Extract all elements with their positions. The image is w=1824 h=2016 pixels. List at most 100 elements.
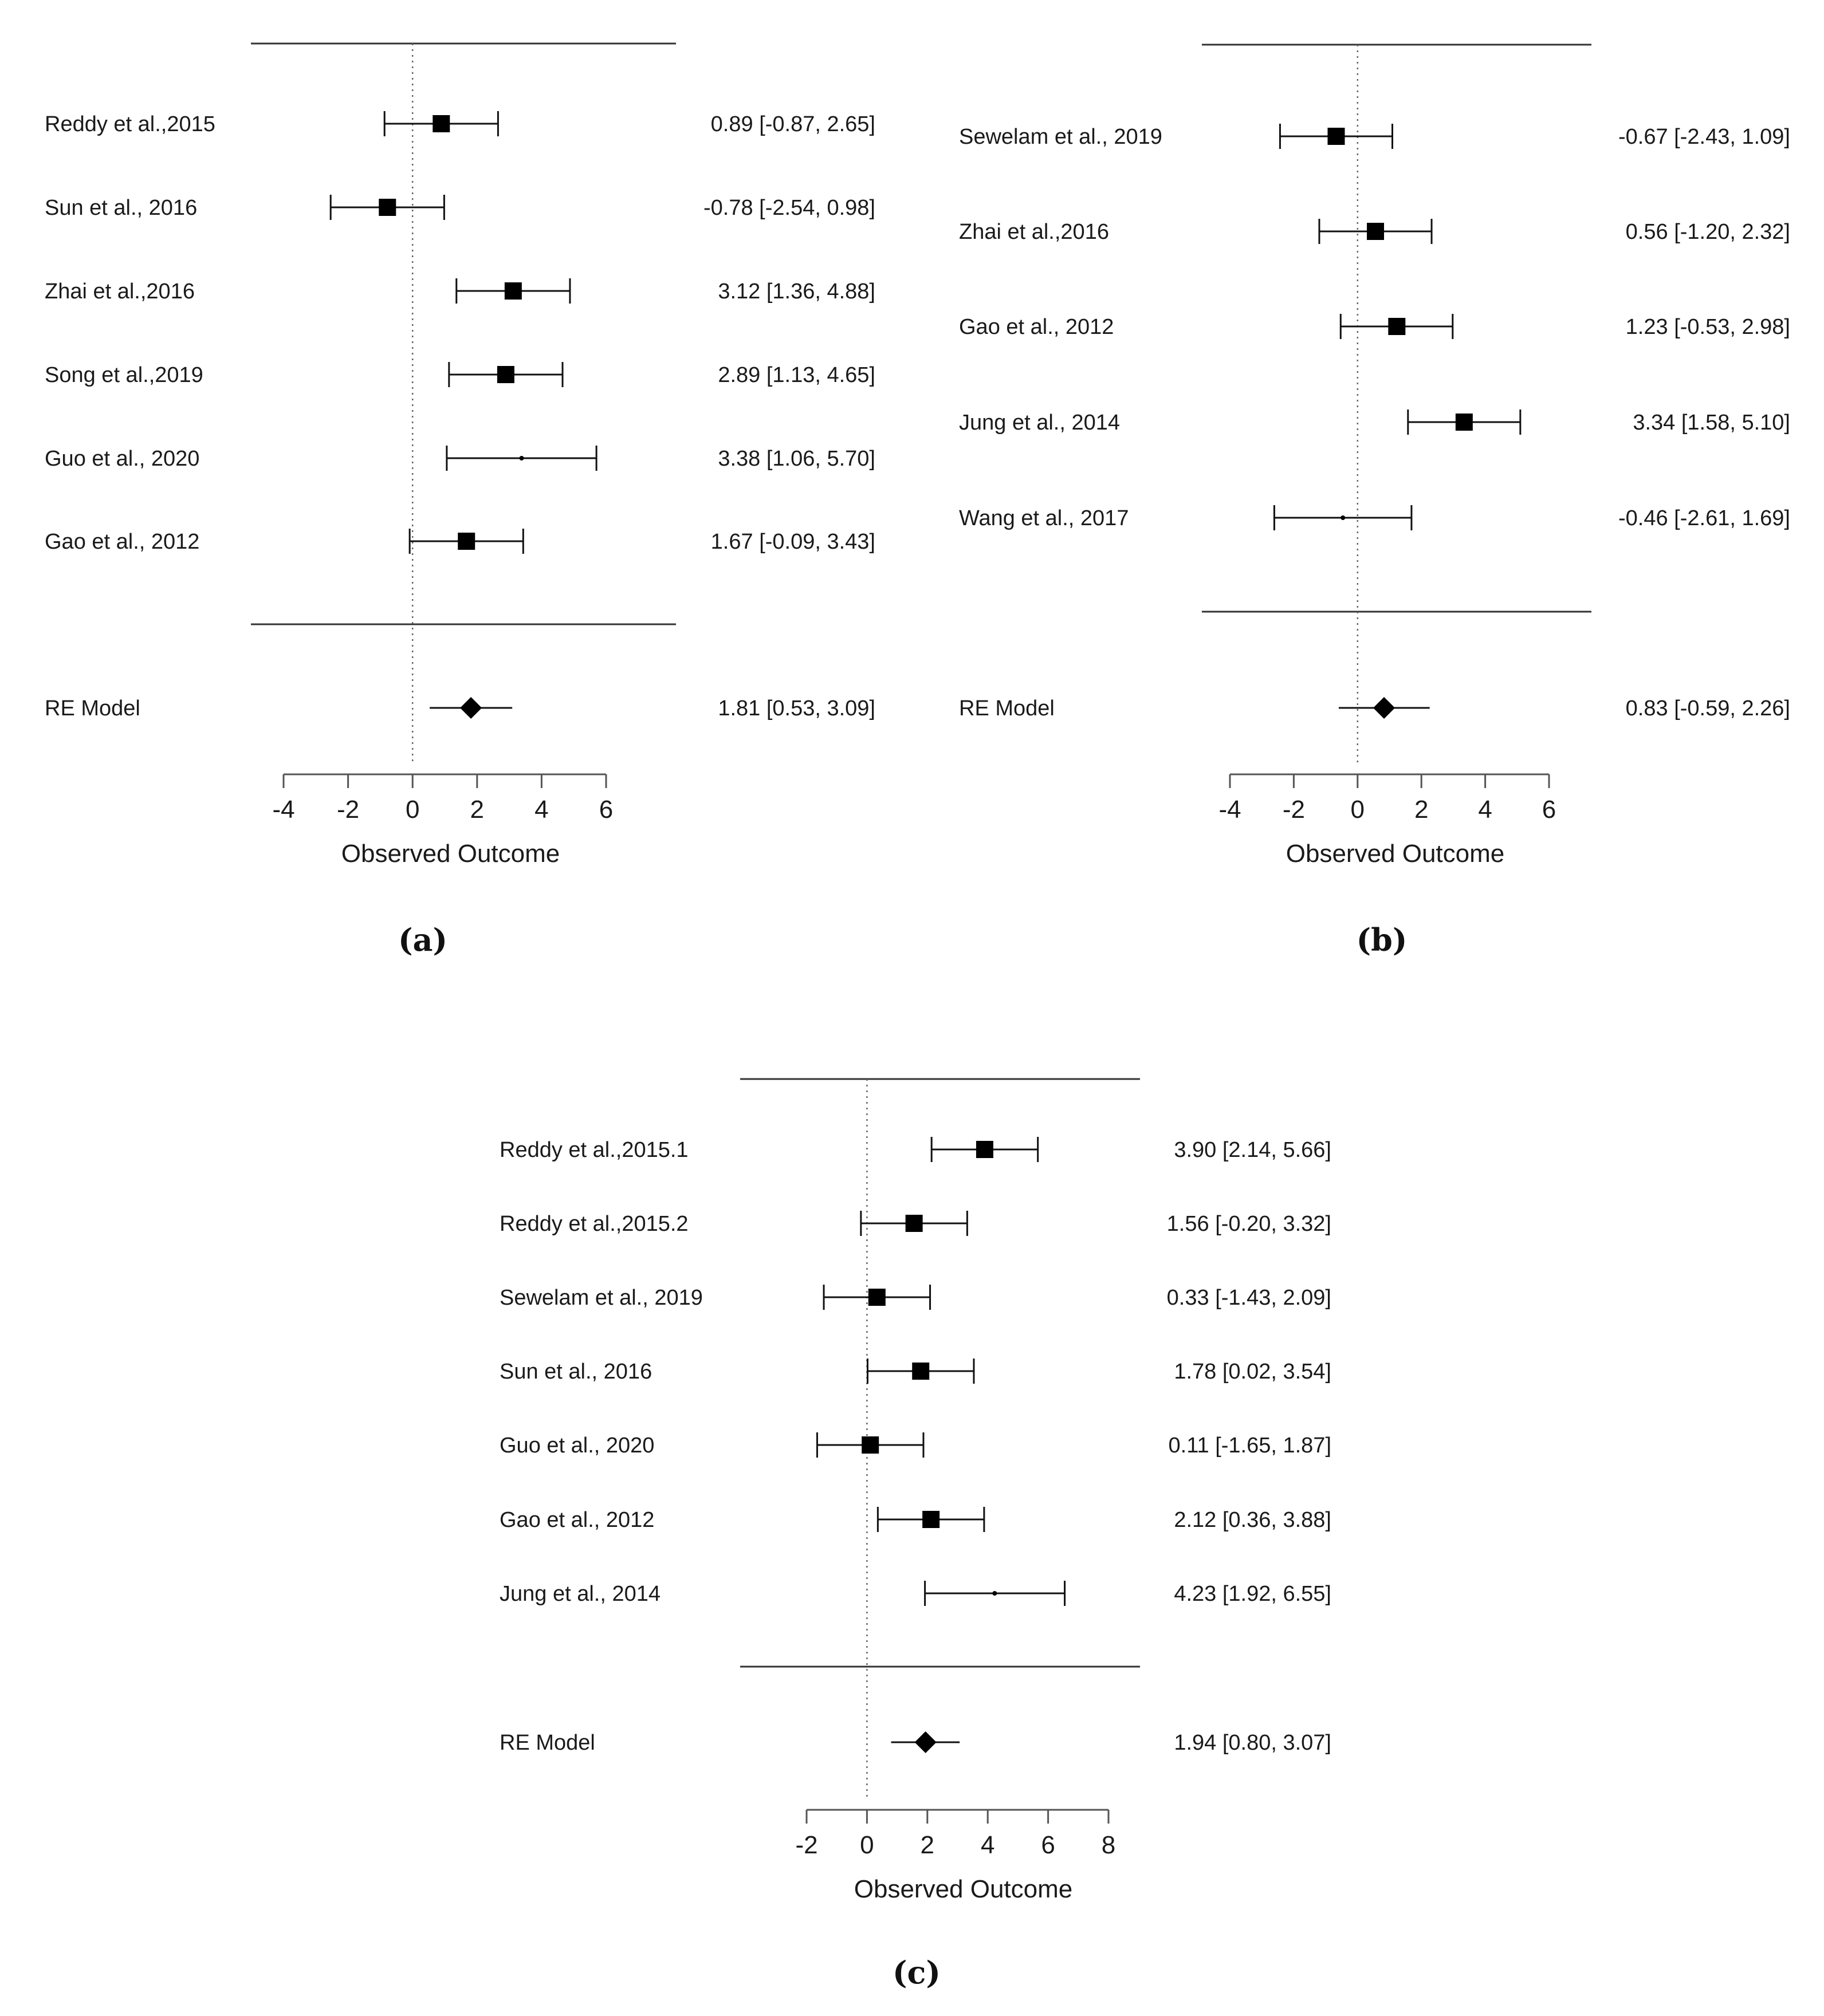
re-model-label: RE Model: [45, 696, 140, 720]
x-tick-label: 4: [534, 796, 548, 824]
effect-ci-text: 3.12 [1.36, 4.88]: [718, 279, 875, 304]
point-estimate-square: [862, 1436, 879, 1454]
x-tick-label: -2: [1283, 796, 1305, 824]
forest-plot-panel-b: Sewelam et al., 2019 -0.67 [-2.43, 1.09] Z…: [959, 44, 1790, 958]
effect-ci-text: 3.34 [1.58, 5.10]: [1633, 411, 1790, 435]
study-row: Reddy et al.,2015.2 1.56 [-0.20, 3.32]: [500, 1211, 1331, 1236]
study-label: Reddy et al.,2015: [45, 112, 215, 136]
x-tick-label: 4: [981, 1831, 994, 1859]
x-tick-label: 0: [1351, 796, 1365, 824]
x-tick-label: 0: [406, 796, 419, 824]
point-estimate-square: [976, 1141, 993, 1158]
effect-ci-text: -0.67 [-2.43, 1.09]: [1618, 125, 1790, 149]
point-estimate-dot: [1341, 515, 1346, 520]
study-row: Sewelam et al., 2019 0.33 [-1.43, 2.09]: [500, 1285, 1331, 1310]
study-row: Gao et al., 2012 2.12 [0.36, 3.88]: [500, 1507, 1331, 1532]
effect-ci-text: 1.23 [-0.53, 2.98]: [1626, 315, 1790, 339]
study-label: Sewelam et al., 2019: [500, 1286, 703, 1310]
point-estimate-dot: [519, 456, 524, 460]
study-row: Sun et al., 2016 -0.78 [-2.54, 0.98]: [45, 195, 875, 220]
summary-effect-ci-text: 1.81 [0.53, 3.09]: [718, 696, 875, 720]
study-label: Reddy et al.,2015.1: [500, 1138, 689, 1162]
effect-ci-text: 0.33 [-1.43, 2.09]: [1167, 1286, 1331, 1310]
point-estimate-square: [458, 533, 475, 550]
study-row: Wang et al., 2017 -0.46 [-2.61, 1.69]: [959, 505, 1790, 530]
point-estimate-square: [912, 1363, 930, 1380]
summary-diamond: [1373, 697, 1395, 719]
summary-diamond: [460, 697, 482, 719]
point-estimate-square: [379, 199, 396, 216]
point-estimate-square: [1366, 223, 1384, 240]
x-tick-label: -2: [795, 1831, 817, 1859]
study-row: Zhai et al.,2016 0.56 [-1.20, 2.32]: [959, 219, 1790, 244]
study-label: Guo et al., 2020: [500, 1434, 654, 1458]
study-row: Gao et al., 2012 1.67 [-0.09, 3.43]: [45, 529, 875, 554]
re-model-row: RE Model 1.81 [0.53, 3.09]: [45, 696, 875, 720]
point-estimate-square: [1327, 128, 1345, 145]
re-model-row: RE Model 1.94 [0.80, 3.07]: [500, 1731, 1331, 1755]
x-tick-label: 4: [1478, 796, 1492, 824]
point-estimate-square: [905, 1215, 923, 1232]
re-model-row: RE Model 0.83 [-0.59, 2.26]: [959, 696, 1790, 720]
study-label: Guo et al., 2020: [45, 447, 199, 471]
effect-ci-text: 1.56 [-0.20, 3.32]: [1167, 1212, 1331, 1236]
point-estimate-square: [868, 1289, 886, 1306]
effect-ci-text: 1.78 [0.02, 3.54]: [1174, 1360, 1331, 1384]
x-tick-label: 2: [470, 796, 484, 824]
study-label: Wang et al., 2017: [959, 506, 1129, 530]
x-tick-label: -4: [272, 796, 294, 824]
effect-ci-text: -0.78 [-2.54, 0.98]: [703, 196, 875, 220]
point-estimate-square: [497, 366, 514, 383]
study-label: Gao et al., 2012: [959, 315, 1114, 339]
study-row: Sun et al., 2016 1.78 [0.02, 3.54]: [500, 1359, 1331, 1384]
study-row: Song et al.,2019 2.89 [1.13, 4.65]: [45, 362, 875, 387]
point-estimate-dot: [992, 1591, 997, 1596]
study-label: Reddy et al.,2015.2: [500, 1212, 689, 1236]
effect-ci-text: 0.11 [-1.65, 1.87]: [1169, 1434, 1332, 1458]
point-estimate-square: [1388, 318, 1406, 335]
forest-plot-panel-a: Reddy et al.,2015 0.89 [-0.87, 2.65] Sun e…: [45, 42, 875, 958]
x-tick-label: 8: [1102, 1831, 1115, 1859]
summary-diamond: [914, 1731, 937, 1753]
point-estimate-square: [504, 282, 522, 300]
study-label: Zhai et al.,2016: [45, 279, 195, 304]
x-axis-title: Observed Outcome: [1286, 840, 1505, 868]
study-label: Jung et al., 2014: [500, 1582, 661, 1606]
study-label: Gao et al., 2012: [45, 530, 199, 554]
x-tick-label: 2: [921, 1831, 934, 1859]
panel-label: (a): [398, 922, 447, 958]
point-estimate-square: [922, 1511, 940, 1528]
effect-ci-text: 3.38 [1.06, 5.70]: [718, 447, 875, 471]
point-estimate-square: [433, 115, 450, 132]
study-label: Zhai et al.,2016: [959, 220, 1109, 244]
x-axis-title: Observed Outcome: [341, 840, 560, 868]
study-row: Gao et al., 2012 1.23 [-0.53, 2.98]: [959, 314, 1790, 339]
study-row: Jung et al., 2014 3.34 [1.58, 5.10]: [959, 410, 1790, 435]
x-axis: -4 -2 0 2 4 6 Observed Outcome: [1218, 773, 1556, 868]
study-label: Sun et al., 2016: [45, 196, 197, 220]
effect-ci-text: 0.89 [-0.87, 2.65]: [711, 112, 875, 136]
x-axis-title: Observed Outcome: [854, 1875, 1073, 1903]
effect-ci-text: 4.23 [1.92, 6.55]: [1174, 1582, 1331, 1606]
x-tick-label: -4: [1218, 796, 1241, 824]
x-tick-label: 6: [1041, 1831, 1055, 1859]
x-tick-label: 6: [599, 796, 613, 824]
x-axis: -4 -2 0 2 4 6 Observed Outcome: [272, 773, 613, 868]
forest-plot-panel-c: Reddy et al.,2015.1 3.90 [2.14, 5.66] Redd…: [500, 1078, 1332, 1991]
study-label: Gao et al., 2012: [500, 1508, 654, 1532]
x-tick-label: 0: [860, 1831, 874, 1859]
study-row: Jung et al., 2014 4.23 [1.92, 6.55]: [500, 1581, 1331, 1606]
study-row: Reddy et al.,2015 0.89 [-0.87, 2.65]: [45, 111, 875, 136]
x-tick-label: -2: [337, 796, 359, 824]
study-row: Sewelam et al., 2019 -0.67 [-2.43, 1.09]: [959, 124, 1790, 149]
effect-ci-text: 0.56 [-1.20, 2.32]: [1626, 220, 1790, 244]
re-model-label: RE Model: [500, 1731, 595, 1755]
study-label: Sewelam et al., 2019: [959, 125, 1162, 149]
x-tick-label: 6: [1542, 796, 1556, 824]
effect-ci-text: 2.12 [0.36, 3.88]: [1174, 1508, 1331, 1532]
effect-ci-text: 3.90 [2.14, 5.66]: [1174, 1138, 1331, 1162]
point-estimate-square: [1455, 414, 1473, 431]
study-row: Guo et al., 2020 3.38 [1.06, 5.70]: [45, 446, 875, 471]
panel-label: (b): [1357, 922, 1408, 958]
